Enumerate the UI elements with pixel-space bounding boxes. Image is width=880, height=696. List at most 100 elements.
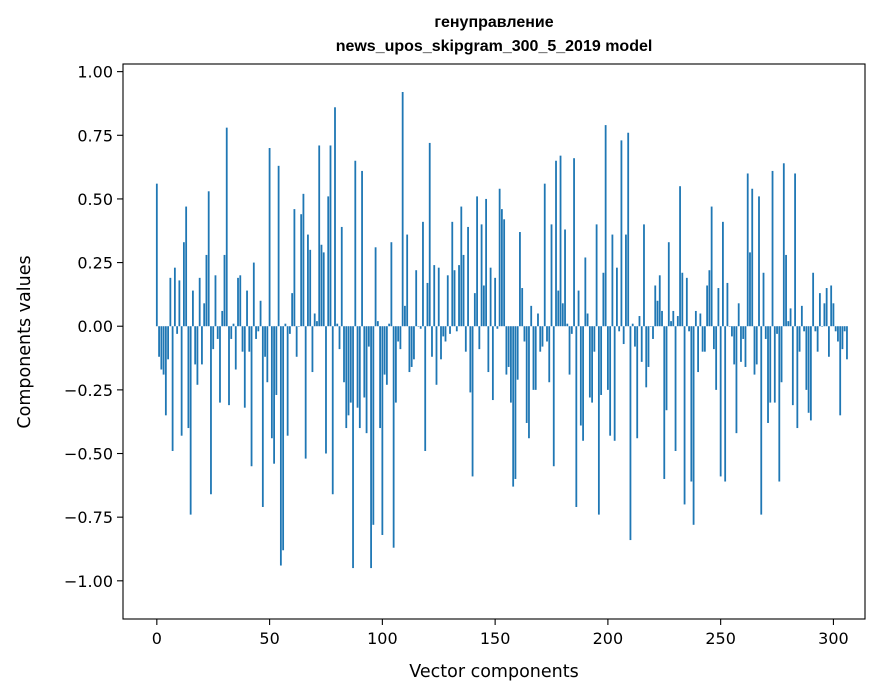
bar-152 xyxy=(498,188,501,327)
y-tick-label-6: 0.50 xyxy=(77,190,113,209)
bar-77 xyxy=(329,145,332,327)
bar-175 xyxy=(550,224,553,327)
bar-40 xyxy=(246,290,248,327)
bar-76 xyxy=(327,196,330,327)
bar-204 xyxy=(616,267,618,327)
bar-293 xyxy=(816,326,819,352)
bar-20 xyxy=(201,326,203,365)
bar-122 xyxy=(431,326,433,357)
bar-125 xyxy=(437,267,440,327)
bar-41 xyxy=(248,326,251,352)
bar-264 xyxy=(751,188,754,327)
x-tick-label-150: 150 xyxy=(480,629,511,648)
bar-197 xyxy=(600,326,603,395)
bar-214 xyxy=(638,316,641,327)
bar-12 xyxy=(182,242,185,327)
bar-3 xyxy=(162,326,165,375)
bar-234 xyxy=(683,326,686,505)
y-tick-label-3: −0.25 xyxy=(64,381,113,400)
bar-50 xyxy=(268,148,271,327)
bar-15 xyxy=(189,326,192,515)
bar-281 xyxy=(789,308,792,327)
x-tick-label-50: 50 xyxy=(259,629,279,648)
bar-37 xyxy=(239,275,242,327)
bar-258 xyxy=(737,303,740,327)
bar-54 xyxy=(277,165,280,327)
bar-105 xyxy=(392,326,395,548)
bar-78 xyxy=(331,326,334,495)
bar-124 xyxy=(435,326,438,385)
bar-303 xyxy=(839,326,842,416)
x-tick-label-300: 300 xyxy=(818,629,849,648)
bar-84 xyxy=(345,326,348,429)
bar-142 xyxy=(476,196,478,327)
y-tick-label-4: 0.00 xyxy=(77,317,113,336)
bar-85 xyxy=(347,326,350,416)
bar-167 xyxy=(532,326,535,390)
bar-200 xyxy=(606,326,609,390)
bar-59 xyxy=(288,326,291,334)
bar-241 xyxy=(699,313,702,327)
bar-145 xyxy=(482,285,485,327)
chart-title-line-1: генуправление xyxy=(434,14,553,31)
bar-99 xyxy=(379,326,381,429)
bar-61 xyxy=(293,209,296,327)
bar-114 xyxy=(413,326,415,360)
bar-236 xyxy=(688,326,690,332)
bar-229 xyxy=(672,310,675,327)
bar-16 xyxy=(192,290,194,327)
bar-296 xyxy=(823,303,826,327)
bar-47 xyxy=(261,326,264,507)
bar-146 xyxy=(485,198,487,327)
bar-157 xyxy=(510,326,512,403)
bar-245 xyxy=(708,270,711,327)
bar-45 xyxy=(257,326,260,332)
bar-48 xyxy=(264,326,266,357)
bar-71 xyxy=(316,321,318,327)
bar-74 xyxy=(322,252,325,327)
bar-176 xyxy=(552,326,555,467)
bar-262 xyxy=(746,173,749,327)
bar-106 xyxy=(394,326,397,403)
bar-100 xyxy=(381,326,384,535)
bar-116 xyxy=(417,326,420,327)
bar-289 xyxy=(807,326,810,413)
bar-298 xyxy=(828,326,830,357)
bar-23 xyxy=(207,191,210,327)
bar-2 xyxy=(160,326,163,370)
bar-299 xyxy=(830,285,833,327)
bar-203 xyxy=(613,326,616,441)
bar-170 xyxy=(539,326,542,352)
bar-259 xyxy=(740,326,742,362)
bar-276 xyxy=(778,326,781,482)
bar-38 xyxy=(241,326,244,352)
bar-14 xyxy=(187,326,190,429)
bar-268 xyxy=(760,326,763,515)
bar-156 xyxy=(507,326,510,367)
bar-19 xyxy=(198,277,201,327)
bar-208 xyxy=(625,234,627,327)
bar-135 xyxy=(460,206,463,327)
bar-271 xyxy=(767,326,769,423)
bar-211 xyxy=(631,323,634,327)
bar-267 xyxy=(758,196,760,327)
y-tick-label-8: 1.00 xyxy=(77,63,113,82)
chart-title-line-2: news_upos_skipgram_300_5_2019 model xyxy=(336,38,653,55)
bar-291 xyxy=(812,272,815,327)
y-axis-ticks: −1.00 −0.75 −0.50 −0.25 0.00 0.25 0.50 0.75 1.00 xyxy=(64,63,123,591)
bar-242 xyxy=(701,326,704,352)
bar-260 xyxy=(742,326,745,339)
bar-282 xyxy=(791,326,794,406)
bar-272 xyxy=(769,326,772,403)
bar-222 xyxy=(656,300,659,327)
bar-60 xyxy=(291,293,294,327)
x-tick-label-0: 0 xyxy=(152,629,162,648)
bar-111 xyxy=(406,234,409,327)
bar-96 xyxy=(372,326,375,525)
bar-43 xyxy=(252,262,255,327)
bar-33 xyxy=(230,326,233,339)
bar-9 xyxy=(176,326,179,334)
bar-1 xyxy=(158,326,160,357)
bar-151 xyxy=(496,326,499,329)
